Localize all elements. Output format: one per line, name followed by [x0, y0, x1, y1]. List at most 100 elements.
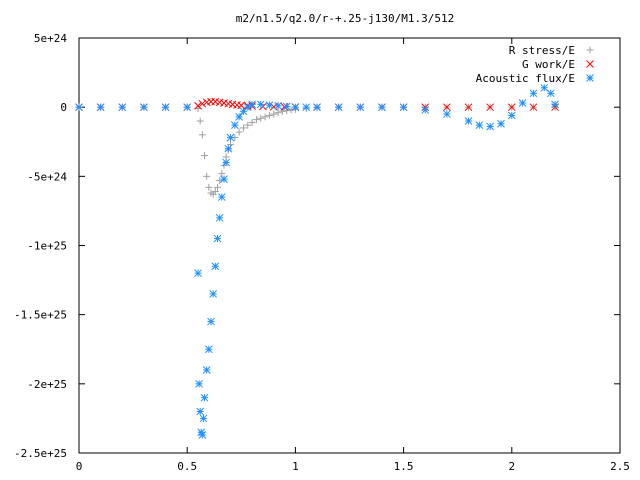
data-point: [75, 103, 83, 112]
data-point: [291, 103, 300, 112]
data-point: [248, 118, 256, 126]
legend-label: R stress/E: [509, 44, 575, 57]
data-point: [261, 113, 269, 121]
y-tick-label: -2.5e+25: [14, 447, 67, 460]
data-point: [195, 379, 203, 388]
data-point: [194, 101, 202, 110]
data-point: [334, 103, 343, 112]
data-point: [201, 152, 209, 160]
data-point: [220, 175, 228, 183]
data-point: [540, 83, 549, 92]
x-tick-label: 0: [76, 460, 83, 473]
legend-marker: [586, 74, 594, 82]
data-point: [222, 158, 231, 167]
data-point: [443, 103, 451, 112]
data-point: [551, 100, 559, 109]
plot-frame: [78, 37, 621, 454]
y-tick-label: -2e+25: [27, 378, 67, 391]
data-point: [161, 103, 170, 112]
legend-marker: [586, 60, 594, 68]
data-point: [270, 110, 278, 118]
data-point: [202, 366, 211, 374]
axis-ticks: 0 0.5 1 1.5 2 2.5 5e+24 0 -5e+24 -1e+25 -1.5e+25 -2…: [14, 32, 630, 473]
data-point: [507, 111, 516, 120]
data-point: [211, 262, 220, 271]
data-point: [226, 133, 235, 142]
data-point: [265, 111, 273, 119]
data-point: [96, 103, 105, 112]
data-point: [248, 100, 256, 109]
x-tick-label: 2: [508, 460, 515, 473]
data-point: [282, 102, 291, 111]
data-point: [196, 117, 204, 125]
data-point: [198, 99, 207, 108]
data-point: [546, 89, 555, 98]
y-tick-label: 0: [60, 101, 67, 114]
data-point: [237, 101, 246, 110]
data-point: [287, 106, 295, 114]
data-point: [204, 345, 213, 354]
data-point: [313, 103, 321, 112]
y-tick-label: 5e+24: [34, 32, 67, 45]
data-point: [518, 99, 527, 107]
data-point: [256, 100, 265, 109]
data-point: [213, 183, 221, 191]
series-2: [75, 83, 559, 439]
data-point: [213, 234, 222, 243]
legend-label: Acoustic flux/E: [476, 72, 575, 85]
data-point: [507, 103, 516, 112]
data-point: [378, 103, 386, 112]
data-point: [244, 121, 252, 129]
data-point: [211, 188, 219, 196]
data-point: [274, 101, 282, 110]
data-point: [198, 431, 207, 439]
data-point: [252, 116, 260, 124]
data-point: [235, 128, 243, 136]
data-point: [183, 103, 192, 112]
data-point: [198, 131, 206, 139]
data-point: [529, 103, 538, 112]
data-point: [464, 103, 473, 112]
legend-label: G work/E: [522, 58, 575, 71]
data-point: [239, 124, 247, 132]
data-point: [140, 103, 148, 112]
y-tick-label: -5e+24: [27, 170, 67, 183]
data-point: [209, 290, 218, 298]
data-point: [215, 213, 224, 222]
data-point: [217, 193, 226, 201]
legend-marker: [586, 46, 594, 54]
data-point: [196, 407, 205, 416]
data-point: [486, 122, 495, 131]
data-point: [497, 119, 505, 128]
x-tick-label: 2.5: [610, 460, 630, 473]
data-point: [207, 317, 215, 326]
data-point: [118, 103, 127, 112]
data-point: [230, 121, 239, 130]
y-tick-label: -1.5e+25: [14, 309, 67, 322]
data-point: [205, 183, 213, 191]
data-point: [486, 103, 495, 112]
data-point: [399, 103, 408, 112]
data-point: [475, 121, 484, 130]
data-point: [356, 103, 365, 112]
data-point: [203, 172, 211, 180]
data-point: [235, 112, 243, 121]
data-point: [200, 393, 209, 402]
x-tick-label: 1.5: [394, 460, 414, 473]
data-point: [265, 101, 274, 109]
chart-marks: [75, 83, 559, 439]
x-tick-label: 1: [292, 460, 299, 473]
x-tick-label: 0.5: [177, 460, 197, 473]
data-point: [224, 144, 233, 153]
y-tick-label: -1e+25: [27, 240, 67, 253]
data-point: [194, 269, 202, 278]
data-point: [443, 110, 451, 118]
data-point: [199, 414, 208, 423]
data-point: [464, 117, 473, 125]
data-point: [529, 89, 538, 98]
data-point: [274, 109, 282, 117]
data-point: [218, 170, 226, 178]
data-point: [302, 103, 311, 112]
